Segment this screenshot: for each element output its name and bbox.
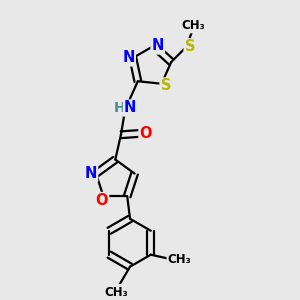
Text: S: S	[160, 79, 171, 94]
Text: O: O	[140, 126, 152, 141]
Text: S: S	[184, 39, 195, 54]
Text: H: H	[114, 101, 125, 115]
Text: N: N	[85, 166, 97, 181]
Text: CH₃: CH₃	[167, 253, 191, 266]
Text: CH₃: CH₃	[181, 20, 205, 32]
Text: N: N	[122, 50, 135, 65]
Text: O: O	[96, 193, 108, 208]
Text: CH₃: CH₃	[105, 286, 128, 298]
Text: N: N	[124, 100, 136, 116]
Text: N: N	[152, 38, 164, 53]
